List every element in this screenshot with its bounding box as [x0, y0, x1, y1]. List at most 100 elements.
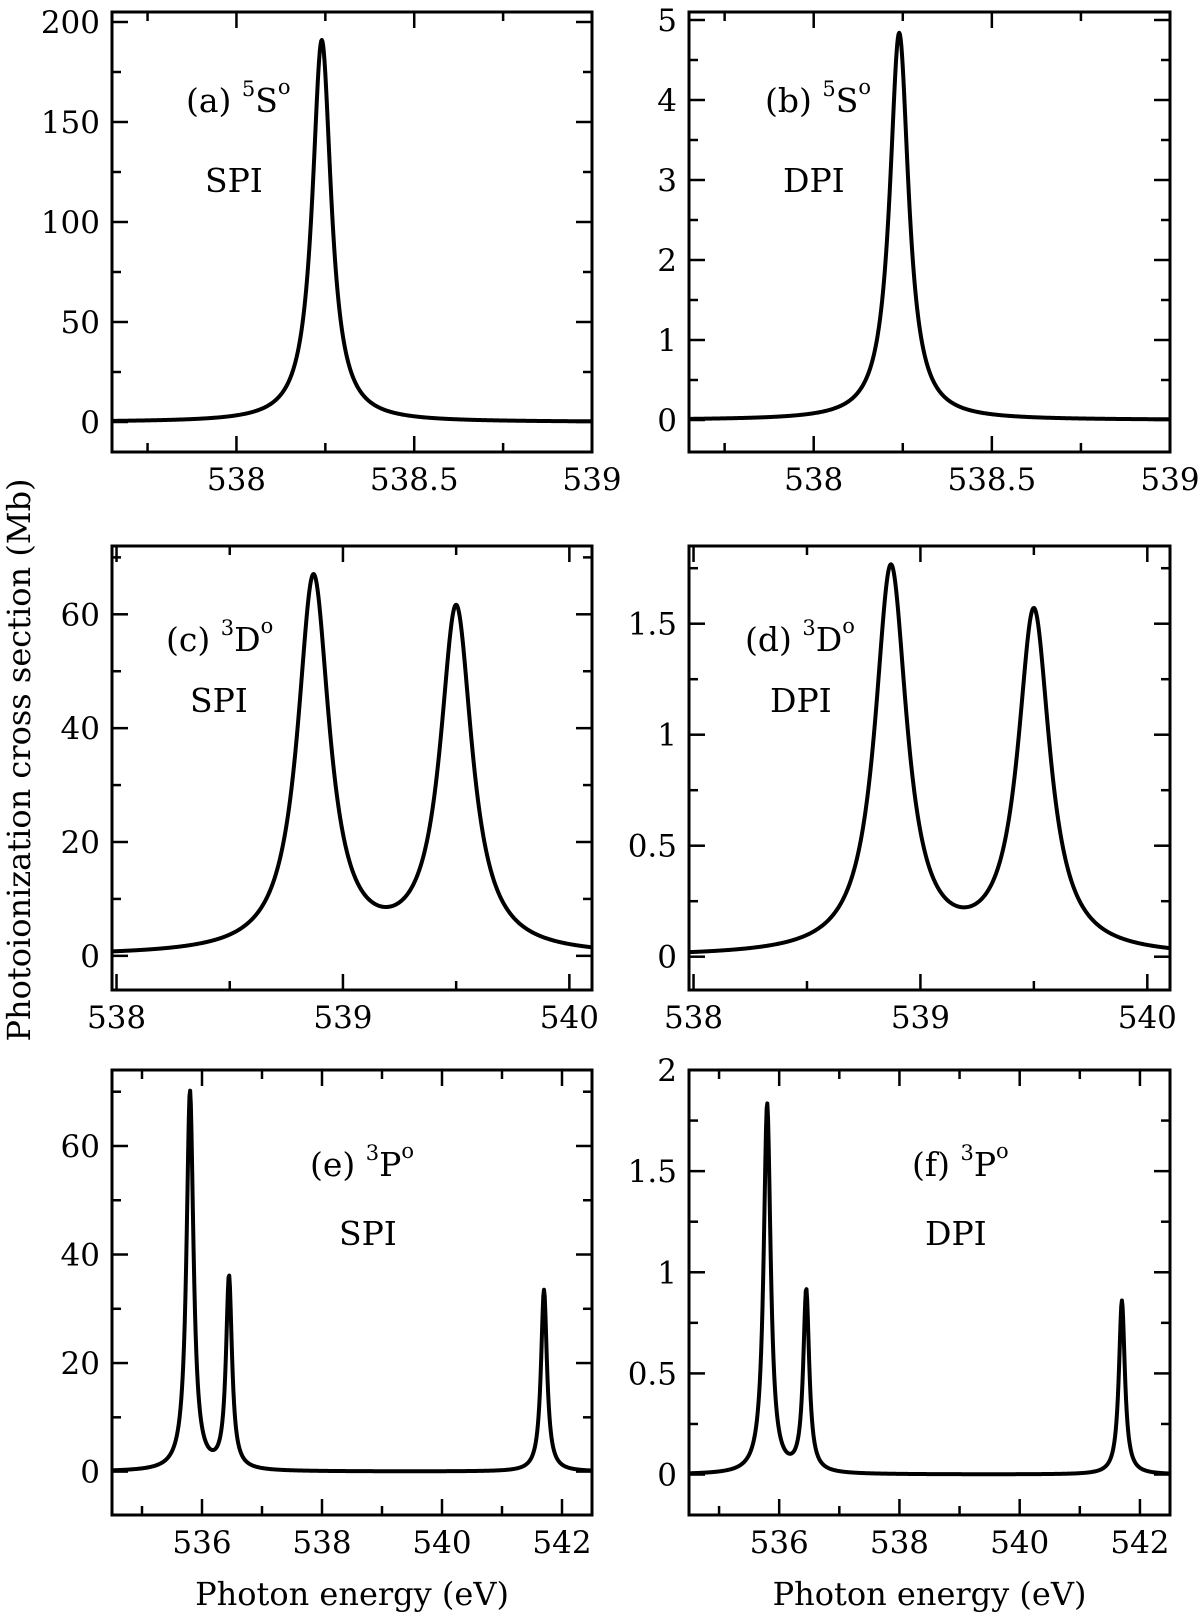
y-tick-label: 5 [657, 3, 677, 39]
annotation-multiplicity: 3 [960, 1141, 973, 1165]
panel-annotation: (a) 5So [186, 75, 291, 120]
plot-frame [110, 1068, 594, 1517]
x-tick-label: 538 [207, 462, 266, 498]
y-tick-label: 150 [41, 105, 100, 141]
x-tick-label: 539 [562, 462, 621, 498]
annotation-parity: o [842, 614, 855, 638]
annotation-prefix: (c) [166, 620, 221, 659]
series-line-f [687, 1101, 1172, 1477]
panel-annotation: (d) 3Do [745, 614, 855, 659]
panel-e: 536 538 540 542 0 20 40 60 (e) 3Po SPI Photon ener… [61, 1068, 594, 1612]
annotation-multiplicity: 3 [366, 1141, 379, 1165]
x-tick-label: 538.5 [370, 462, 459, 498]
series-line-d [687, 562, 1172, 955]
panel-a: 538 538.5 539 0 50 100 150 200 (a) 5So SPI [41, 5, 622, 498]
panel-annotation: (b) 5So [765, 75, 871, 120]
plot-frame [687, 10, 1172, 454]
y-tick-label: 40 [61, 711, 100, 747]
annotation-parity: o [401, 1139, 414, 1163]
y-tick-label: 1 [657, 1255, 677, 1291]
x-tick-label: 538.5 [947, 462, 1036, 498]
x-tick-label: 540 [990, 1525, 1049, 1561]
y-tick-label: 4 [657, 83, 677, 119]
annotation-multiplicity: 5 [242, 77, 255, 101]
annotation-prefix: (f) [912, 1145, 960, 1184]
panel-annotation: (f) 3Po [912, 1139, 1009, 1184]
panel-method-label: DPI [783, 161, 845, 200]
x-tick-label: 538 [664, 1000, 723, 1036]
annotation-term: P [379, 1145, 401, 1184]
y-tick-label: 0 [657, 1458, 677, 1494]
shared-y-axis-label: Photoionization cross section (Mb) [0, 478, 38, 1041]
annotation-multiplicity: 3 [802, 616, 815, 640]
annotation-parity: o [996, 1139, 1009, 1163]
plot-frame [110, 544, 594, 992]
x-tick-label: 539 [313, 1000, 372, 1036]
y-tick-label: 1.5 [628, 607, 677, 643]
y-tick-label: 0 [657, 403, 677, 439]
x-tick-label: 538 [87, 1000, 146, 1036]
x-tick-label: 539 [891, 1000, 950, 1036]
y-tick-label: 0.5 [628, 1356, 677, 1392]
y-tick-label: 0.5 [628, 829, 677, 865]
series-line-e [110, 1088, 594, 1474]
panel-method-label: SPI [205, 161, 263, 200]
panel-f: 536 538 540 542 0 0.5 1 1.5 2 (f) 3Po DPI Photon en… [628, 1053, 1172, 1612]
x-tick-label: 538 [870, 1525, 929, 1561]
panel-annotation: (c) 3Do [166, 614, 273, 659]
annotation-multiplicity: 5 [822, 77, 835, 101]
y-tick-label: 2 [657, 243, 677, 279]
series-line-a [110, 38, 594, 424]
panel-d: 538 539 540 0 0.5 1 1.5 (d) 3Do DPI [628, 544, 1177, 1036]
panel-annotation: (e) 3Po [310, 1139, 414, 1184]
plot-frame [687, 544, 1172, 992]
plot-frame [110, 10, 594, 454]
annotation-prefix: (b) [765, 81, 822, 120]
panel-c: 538 539 540 0 20 40 60 (c) 3Do SPI [61, 544, 599, 1036]
panel-method-label: DPI [770, 681, 832, 720]
panel-method-label: DPI [925, 1214, 987, 1253]
annotation-parity: o [261, 614, 274, 638]
x-tick-label: 536 [750, 1525, 809, 1561]
x-axis-label: Photon energy (eV) [773, 1575, 1087, 1612]
y-tick-label: 100 [41, 205, 100, 241]
x-tick-label: 538 [292, 1525, 351, 1561]
y-tick-label: 20 [61, 825, 100, 861]
annotation-term: D [234, 620, 260, 659]
x-tick-label: 538 [784, 462, 843, 498]
x-tick-label: 542 [532, 1525, 591, 1561]
x-tick-label: 536 [172, 1525, 231, 1561]
annotation-prefix: (d) [745, 620, 802, 659]
x-tick-label: 542 [1110, 1525, 1169, 1561]
plot-frame [687, 1068, 1172, 1517]
y-tick-label: 1.5 [628, 1154, 677, 1190]
y-tick-label: 60 [61, 597, 100, 633]
y-tick-label: 40 [61, 1238, 100, 1274]
annotation-multiplicity: 3 [221, 616, 234, 640]
y-tick-label: 0 [80, 939, 100, 975]
panel-method-label: SPI [339, 1214, 397, 1253]
annotation-parity: o [278, 75, 291, 99]
y-tick-label: 3 [657, 163, 677, 199]
y-tick-label: 2 [657, 1053, 677, 1089]
annotation-prefix: (e) [310, 1145, 366, 1184]
series-line-c [110, 572, 594, 954]
y-tick-label: 0 [657, 940, 677, 976]
annotation-term: D [816, 620, 842, 659]
x-axis-label: Photon energy (eV) [195, 1575, 509, 1612]
x-tick-label: 540 [1118, 1000, 1177, 1036]
annotation-parity: o [858, 75, 871, 99]
y-tick-label: 0 [80, 405, 100, 441]
annotation-term: P [974, 1145, 996, 1184]
panel-method-label: SPI [190, 681, 248, 720]
annotation-term: S [836, 81, 859, 120]
x-tick-label: 540 [412, 1525, 471, 1561]
y-tick-label: 20 [61, 1346, 100, 1382]
y-tick-label: 1 [657, 323, 677, 359]
y-tick-label: 1 [657, 718, 677, 754]
x-tick-label: 540 [540, 1000, 599, 1036]
x-tick-label: 539 [1140, 462, 1199, 498]
